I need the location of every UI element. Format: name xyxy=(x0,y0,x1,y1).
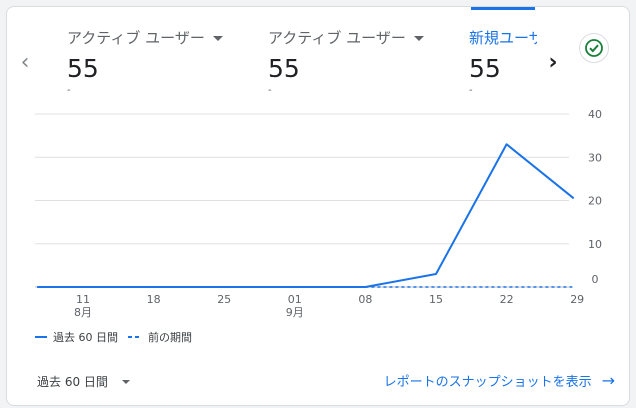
legend-current-period: 過去 60 日間 xyxy=(35,329,118,345)
legend-previous-period: 前の期間 xyxy=(128,329,192,345)
chevron-right-icon[interactable]: › xyxy=(548,50,558,75)
y-tick-label: 20 xyxy=(588,195,602,208)
metric-tab-active-users-2[interactable]: アクティブ ユーザー 55 - xyxy=(268,27,448,107)
metric-value: 55 xyxy=(67,54,99,83)
caret-down-icon xyxy=(413,35,424,41)
metric-label: アクティブ ユーザー xyxy=(268,27,448,49)
x-tick-month-label: 9月 xyxy=(286,306,304,319)
card-footer: 過去 60 日間 レポートのスナップショットを表示 → xyxy=(7,367,629,397)
metric-tab-new-users[interactable]: 新規ユーザ 55 - xyxy=(469,27,537,107)
y-tick-label: 30 xyxy=(588,151,602,164)
chevron-left-icon[interactable]: ‹ xyxy=(20,50,30,75)
x-tick-month-label: 8月 xyxy=(74,306,92,319)
metric-change: - xyxy=(67,85,71,96)
x-tick-label: 29 xyxy=(570,293,584,306)
metric-change: - xyxy=(469,85,473,96)
x-tick-label: 18 xyxy=(147,293,161,306)
arrow-right-icon: → xyxy=(601,371,615,390)
caret-down-icon xyxy=(212,35,223,41)
analytics-card: ‹ アクティブ ユーザー 55 - アクティブ ユーザー 55 - 新規ユーザ … xyxy=(6,6,630,406)
x-tick-label: 11 xyxy=(76,293,90,306)
y-tick-label: 40 xyxy=(588,108,602,121)
active-metric-indicator xyxy=(471,7,535,10)
metric-change: - xyxy=(268,85,272,96)
metric-value: 55 xyxy=(268,54,300,83)
metric-label: アクティブ ユーザー xyxy=(67,27,247,49)
y-tick-label: 10 xyxy=(588,238,602,251)
date-range-dropdown[interactable]: 過去 60 日間 xyxy=(37,373,130,390)
x-tick-label: 15 xyxy=(429,293,443,306)
series-line-current-period xyxy=(37,143,575,288)
solid-line-swatch xyxy=(35,336,47,338)
caret-down-icon xyxy=(121,379,130,384)
check-circle-icon[interactable] xyxy=(579,33,609,63)
metric-tab-active-users-1[interactable]: アクティブ ユーザー 55 - xyxy=(67,27,247,107)
x-tick-label: 01 xyxy=(288,293,302,306)
metric-value: 55 xyxy=(469,54,501,83)
x-tick-label: 08 xyxy=(358,293,372,306)
x-tick-label: 25 xyxy=(217,293,231,306)
dashed-line-swatch xyxy=(128,336,142,338)
chart-legend: 過去 60 日間 前の期間 xyxy=(35,329,202,345)
y-tick-label: 0 xyxy=(592,273,599,286)
metric-label: 新規ユーザ xyxy=(469,29,537,47)
x-tick-label: 22 xyxy=(500,293,514,306)
view-report-snapshot-link[interactable]: レポートのスナップショットを表示 → xyxy=(383,371,615,390)
